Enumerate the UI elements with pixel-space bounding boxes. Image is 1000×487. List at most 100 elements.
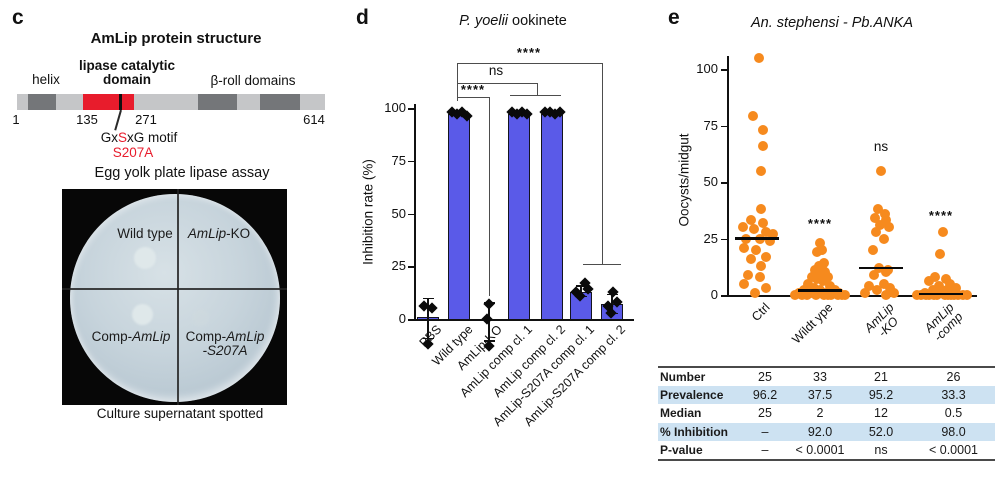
panel-d-y-tick	[408, 266, 414, 268]
scatter-point	[743, 269, 753, 280]
scatter-point	[756, 165, 766, 176]
stats-table-row-Prevalence: Prevalence 96.2 37.5 95.2 33.3	[658, 386, 995, 405]
scatter-point	[930, 271, 940, 282]
panel-d-sig-inner: ****	[460, 82, 486, 97]
scatter-point	[815, 238, 825, 249]
scatter-point	[870, 213, 880, 224]
panel-d-y-tick	[408, 319, 414, 321]
panel-e-x-axis-line	[727, 295, 977, 297]
stats-table-row-label: Number	[660, 370, 706, 385]
stats-table-cell: ns	[874, 442, 888, 457]
data-point-diamond	[481, 313, 493, 325]
stats-table-cell: 33	[813, 370, 827, 385]
stats-table-cell: 2	[816, 406, 824, 421]
panel-e-sig-1: ****	[807, 216, 833, 231]
scatter-point	[825, 280, 835, 291]
scatter-point	[889, 287, 899, 298]
panel-e-y-tick-label: 0	[710, 287, 718, 302]
quadrant-ko-gene: AmLip	[187, 226, 227, 241]
panel-e-y-axis-line	[727, 56, 729, 296]
stats-table-row-Number: Number 25 33 21 26	[658, 368, 995, 386]
scatter-point	[879, 278, 889, 289]
scatter-point	[875, 219, 885, 230]
panel-c-label: c	[12, 6, 24, 29]
panel-d-y-axis-line	[414, 104, 416, 320]
stats-table-row-label: Prevalence	[660, 388, 724, 403]
sig-bracket-line	[583, 264, 621, 266]
panel-e-y-tick	[721, 238, 727, 240]
stats-table-cell: –	[761, 424, 769, 439]
error-bar-line	[427, 297, 429, 338]
panel-d-title-species: P. yoelii	[459, 13, 509, 29]
panel-d-y-tick-label: 0	[398, 311, 406, 326]
scatter-point	[879, 233, 889, 244]
quadrant-divider-horizontal	[62, 288, 287, 290]
scatter-point	[749, 224, 759, 235]
error-bar-cap-top	[575, 285, 587, 287]
error-bar-cap-top	[422, 297, 434, 300]
helix-domain-label: helix	[32, 72, 60, 87]
panel-d-label: d	[356, 6, 369, 29]
beta-roll-segment-1	[198, 94, 237, 110]
scatter-point	[768, 228, 778, 239]
panel-d-x-axis-line	[414, 319, 634, 321]
scatter-point	[860, 287, 870, 298]
petri-dish	[70, 194, 280, 402]
stats-table-cell: 37.5	[807, 388, 833, 403]
scatter-point	[872, 285, 882, 296]
sig-bracket-line	[489, 97, 491, 296]
residue-614: 614	[303, 112, 325, 127]
quadrant-comp-s207a-line2: -S207A	[202, 343, 248, 358]
scatter-point	[761, 251, 771, 262]
stats-table-cell: 25	[758, 370, 772, 385]
scatter-point	[758, 217, 768, 228]
catalytic-domain-segment	[83, 94, 134, 110]
scatter-point	[746, 215, 756, 226]
panel-e-y-tick-label: 50	[703, 174, 718, 189]
panel-e-label: e	[668, 6, 680, 29]
scatter-point	[934, 280, 944, 291]
scatter-point	[748, 111, 758, 122]
scatter-point	[873, 204, 883, 215]
panel-e-y-tick	[721, 182, 727, 184]
spot-faint-s207a	[192, 309, 209, 326]
panel-e-x-tick-label: AmLip -KO	[861, 300, 905, 344]
panel-c-title: AmLip protein structure	[90, 30, 262, 47]
sig-bracket-line	[457, 83, 537, 85]
stats-table-cell: 33.3	[941, 388, 966, 403]
panel-e-y-tick-label: 25	[703, 230, 718, 246]
panel-d-y-tick-label: 100	[384, 100, 406, 115]
beta-roll-domain-label: β-roll domains	[210, 73, 296, 88]
scatter-point	[812, 247, 822, 258]
scatter-point	[912, 290, 922, 300]
scatter-point	[810, 265, 820, 276]
catalytic-domain-label-line1: lipase catalytic	[78, 58, 176, 73]
stats-table-cell: 25	[758, 406, 772, 421]
panel-d-title-rest: ookinete	[508, 13, 567, 29]
scatter-point	[761, 283, 771, 294]
scatter-point	[739, 242, 749, 253]
panel-e-y-tick-label: 100	[696, 61, 718, 76]
scatter-point	[818, 276, 828, 287]
motif-suffix: xG motif	[127, 130, 178, 145]
panel-e-y-tick-label: 75	[703, 117, 718, 133]
residue-1: 1	[12, 112, 20, 127]
scatter-point	[755, 271, 765, 282]
assay-title: Egg yolk plate lipase assay	[94, 165, 270, 181]
scatter-point	[945, 278, 955, 289]
stats-table-cell: 21	[874, 370, 888, 385]
stats-table-cell: < 0.0001	[795, 442, 845, 457]
motif-serine: S	[117, 130, 128, 145]
lipase-halo-wildtype	[134, 247, 156, 269]
sig-bracket-line	[457, 63, 459, 101]
scatter-point	[797, 290, 807, 300]
panel-e-y-tick	[721, 69, 727, 71]
median-line	[919, 292, 963, 296]
median-line	[735, 237, 779, 240]
quadrant-ko-suffix: -KO	[226, 226, 251, 241]
scatter-point	[938, 226, 948, 237]
quadrant-label-comp: Comp-AmLip	[92, 330, 171, 344]
quadrant-comp-s207a-line1: Comp-AmLip	[186, 330, 265, 344]
scatter-point	[738, 222, 748, 233]
scatter-point	[761, 226, 771, 237]
